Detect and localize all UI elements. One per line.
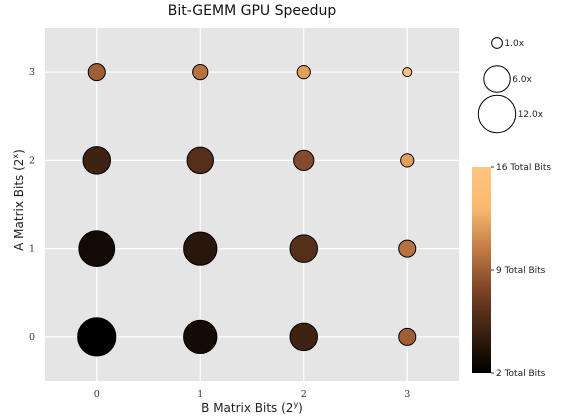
data-point — [296, 65, 311, 80]
y-tick-label: 3 — [29, 67, 35, 78]
y-tick-label: 1 — [29, 244, 35, 255]
size-legend-label: 6.0x — [512, 75, 532, 85]
size-legend-marker — [477, 94, 517, 134]
chart-title: Bit-GEMM GPU Speedup — [168, 3, 337, 19]
colorbar-tick-label: 2 Total Bits — [496, 369, 546, 379]
size-legend: 1.0x 6.0x 12.0x — [477, 37, 544, 134]
data-point — [186, 146, 214, 175]
colorbar-tick-label: 16 Total Bits — [496, 163, 551, 173]
data-point — [87, 63, 106, 82]
x-tick-label: 2 — [301, 389, 307, 400]
data-point — [293, 149, 315, 171]
y-tick-label: 2 — [29, 155, 35, 166]
data-point — [402, 67, 413, 78]
data-points — [77, 63, 417, 357]
data-point — [78, 230, 116, 268]
data-point — [82, 146, 112, 175]
size-legend-marker — [491, 37, 503, 49]
colorbar-tick-label: 9 Total Bits — [496, 266, 546, 276]
data-point — [77, 317, 117, 357]
data-point — [192, 63, 209, 81]
x-axis-ticks: 0 1 2 3 — [94, 389, 411, 400]
y-axis-label: A Matrix Bits (2x) — [11, 149, 26, 251]
size-legend-marker — [483, 65, 511, 93]
data-point — [183, 231, 218, 266]
y-axis-ticks: 0 1 2 3 — [29, 67, 35, 343]
size-legend-label: 12.0x — [518, 110, 544, 120]
data-point — [183, 319, 218, 355]
data-point — [398, 239, 417, 258]
size-legend-label: 1.0x — [504, 39, 524, 49]
x-tick-label: 0 — [94, 389, 100, 400]
x-tick-label: 3 — [404, 389, 410, 400]
data-point — [398, 327, 417, 346]
x-axis-label: B Matrix Bits (2y) — [201, 400, 303, 415]
data-point — [400, 153, 415, 168]
plot-area — [45, 28, 459, 381]
colorbar: 16 Total Bits 9 Total Bits 2 Total Bits — [472, 163, 551, 379]
data-point — [289, 322, 319, 352]
data-point — [289, 234, 319, 263]
y-tick-label: 0 — [29, 332, 35, 343]
grid-lines — [45, 28, 459, 381]
colorbar-gradient — [472, 167, 491, 373]
x-tick-label: 1 — [197, 389, 203, 400]
